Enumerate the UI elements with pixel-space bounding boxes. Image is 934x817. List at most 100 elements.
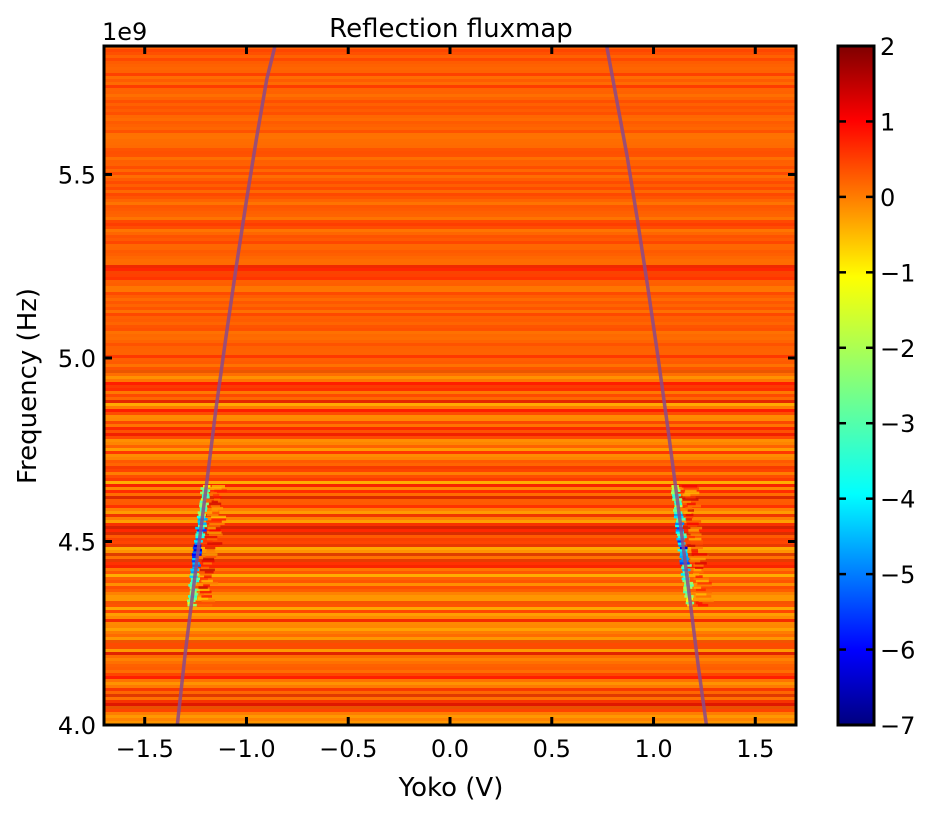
resonance-fringe <box>203 562 212 565</box>
resonance-fringe <box>698 599 714 603</box>
heatmap-row <box>104 313 796 316</box>
resonance-fringe <box>211 507 224 510</box>
resonance-fringe <box>207 513 219 517</box>
heatmap-row <box>104 445 796 448</box>
resonance-fringe <box>687 504 701 508</box>
resonance-fringe <box>213 496 222 499</box>
fit-curves <box>175 46 709 725</box>
heatmap-row <box>104 328 796 331</box>
resonance-fringe <box>201 595 212 598</box>
resonance-fringe <box>684 511 692 514</box>
heatmap-row <box>104 658 796 661</box>
resonance-fringe <box>696 588 706 592</box>
heatmap-row <box>104 643 796 646</box>
resonance-fringe <box>206 548 215 552</box>
heatmap-row <box>104 127 796 130</box>
heatmap-plot <box>104 46 796 725</box>
x-tick-label: 0.0 <box>431 735 469 763</box>
heatmap-row <box>104 505 796 508</box>
resonance-fringe <box>693 577 709 581</box>
heatmap-row <box>104 580 796 583</box>
heatmap-row <box>104 370 796 373</box>
heatmap-row <box>104 604 796 607</box>
heatmap-row <box>104 490 796 493</box>
resonance-fringe <box>699 597 710 600</box>
heatmap-row <box>104 169 796 172</box>
heatmap-row <box>104 367 796 370</box>
heatmap-row <box>104 556 796 559</box>
heatmap-row <box>104 79 796 82</box>
resonance-fringe <box>210 487 222 490</box>
heatmap-row <box>104 121 796 124</box>
heatmap-row <box>104 709 796 712</box>
heatmap-row <box>104 61 796 64</box>
heatmap-row <box>104 601 796 604</box>
heatmap-row <box>104 58 796 61</box>
resonance-fringe <box>691 551 699 554</box>
heatmap-row <box>104 412 796 415</box>
resonance-fringe <box>686 515 694 519</box>
resonance-fringe <box>199 590 212 594</box>
heatmap-row <box>104 244 796 247</box>
heatmap-row <box>104 526 796 529</box>
resonance-fringe <box>682 498 699 501</box>
resonance-fringe <box>201 559 215 563</box>
heatmap-row <box>104 334 796 337</box>
heatmap-row <box>104 550 796 553</box>
heatmap-row <box>104 214 796 217</box>
heatmap-row <box>104 523 796 526</box>
colorbar-tick-label: −1 <box>880 259 915 287</box>
heatmap-row <box>104 562 796 565</box>
colorbar-tick-label: −3 <box>880 410 915 438</box>
heatmap-row <box>104 496 796 499</box>
heatmap-row <box>104 295 796 298</box>
resonance-cell <box>188 584 196 587</box>
heatmap-row <box>104 430 796 433</box>
y-tick-label: 5.0 <box>58 345 96 373</box>
resonance-fringe <box>693 586 702 589</box>
resonance-fringe <box>684 491 700 495</box>
heatmap-row <box>104 667 796 670</box>
heatmap-row <box>104 700 796 703</box>
x-tick-label: −1.5 <box>116 735 174 763</box>
resonance-fringe <box>688 535 695 539</box>
heatmap-row <box>104 409 796 412</box>
heatmap-row <box>104 145 796 148</box>
resonance-cell <box>671 491 678 495</box>
resonance-fringe <box>207 531 222 534</box>
heatmap-row <box>104 331 796 334</box>
colorbar-tick-label: −4 <box>880 486 915 514</box>
resonance-fringe <box>681 485 698 488</box>
heatmap-row <box>104 73 796 76</box>
heatmap-row <box>104 268 796 271</box>
resonance-fringe <box>203 544 220 547</box>
heatmap-row <box>104 421 796 424</box>
heatmap-row <box>104 451 796 454</box>
heatmap-row <box>104 640 796 643</box>
resonance-fringe <box>197 592 204 596</box>
y-axis-ticks: 4.0 4.5 5.0 5.5 <box>58 161 796 740</box>
colorbar: 2 1 0 −1 −2 −3 −4 −5 −6 −7 <box>836 33 915 740</box>
resonance-fringe <box>697 603 709 607</box>
heatmap-row <box>104 196 796 199</box>
resonance-fringe <box>203 540 213 543</box>
resonance-fringe <box>693 573 700 576</box>
heatmap-row <box>104 241 796 244</box>
resonance-fringe <box>690 557 706 561</box>
heatmap-row <box>104 565 796 568</box>
heatmap-row <box>104 586 796 589</box>
resonance-fringe <box>693 568 702 572</box>
heatmap-row <box>104 547 796 550</box>
resonance-fringe <box>691 553 708 556</box>
heatmap-row <box>104 208 796 211</box>
heatmap-row <box>104 373 796 376</box>
x-tick-label: 1.5 <box>736 735 774 763</box>
resonance-cell <box>680 573 689 576</box>
resonance-fringe <box>211 509 218 512</box>
heatmap-row <box>104 106 796 109</box>
resonance-fringe <box>685 513 694 517</box>
heatmap-row <box>104 538 796 541</box>
heatmap-row <box>104 253 796 256</box>
heatmap-row <box>104 325 796 328</box>
resonance-fringe <box>686 502 696 506</box>
